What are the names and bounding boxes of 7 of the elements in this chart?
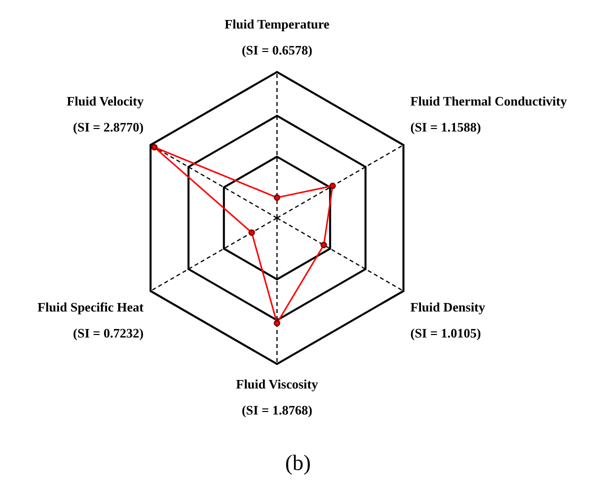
text: (b) [284, 450, 312, 476]
spoke-label: Fluid Temperature (SI = 0.6578) [224, 16, 330, 58]
spoke-label: Fluid Viscosity (SI = 1.8768) [236, 376, 318, 418]
spoke-label: Fluid Specific Heat (SI = 0.7232) [37, 299, 144, 340]
spoke-label: Fluid Velocity (SI = 2.8770) [66, 93, 144, 134]
spoke-label: Fluid Density (SI = 1.0105) [410, 299, 486, 340]
spoke-label: Fluid Thermal Conductivity (SI = 1.1588) [410, 93, 568, 134]
